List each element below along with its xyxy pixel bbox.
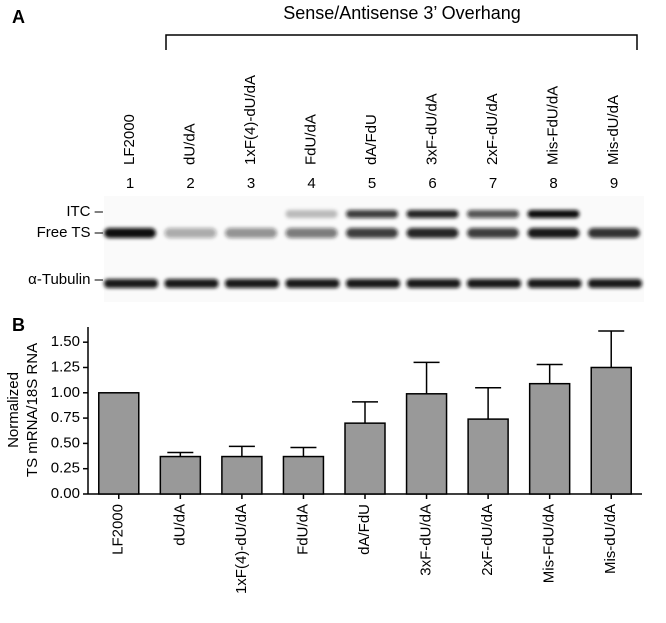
y-tick-label: 0.75 (51, 409, 80, 426)
bar (590, 366, 632, 495)
lane-label: 2xF-dU/dA (484, 93, 501, 165)
bar (282, 455, 325, 495)
free-ts-band (346, 228, 398, 238)
lane-label: Mis-FdU/dA (544, 86, 561, 165)
x-tick-label: 3xF-dU/dA (418, 504, 435, 576)
lane-label: dA/FdU (363, 114, 380, 165)
blot-bands (104, 210, 642, 288)
free-ts-band (164, 228, 217, 238)
lane-number: 3 (247, 175, 255, 192)
y-tick-label: 1.00 (51, 384, 80, 401)
free-ts-band (588, 228, 640, 238)
lane-label: Mis-dU/dA (605, 95, 622, 165)
lane-number: 6 (428, 175, 436, 192)
bracket (165, 34, 638, 50)
lane-label: LF2000 (121, 114, 138, 165)
free-ts-band (406, 228, 459, 238)
tubulin-band (225, 279, 279, 288)
lane-number: 4 (307, 175, 315, 192)
lane-number: 9 (610, 175, 618, 192)
free-ts-band (285, 228, 338, 238)
panel-label: A (12, 7, 25, 27)
bracket-title: Sense/Antisense 3’ Overhang (283, 3, 520, 23)
bar (159, 455, 202, 495)
bar (467, 418, 509, 495)
itc-band (467, 210, 519, 218)
x-tick-label: 1xF(4)-dU/dA (233, 504, 250, 594)
lane-number: 2 (186, 175, 194, 192)
x-tick-label: 2xF-dU/dA (479, 504, 496, 576)
lane-label: FdU/dA (302, 114, 319, 165)
y-tick-label: 1.50 (51, 333, 80, 350)
tubulin-band (346, 279, 400, 288)
lane-label: 1xF(4)-dU/dA (242, 75, 259, 165)
bar (98, 392, 140, 495)
y-tick-label: 0.25 (51, 460, 80, 477)
tubulin-band (406, 279, 461, 288)
x-tick-label: dU/dA (171, 504, 188, 546)
x-tick-label: dA/FdU (356, 504, 373, 555)
lane-number: 5 (368, 175, 376, 192)
free-ts-band (527, 228, 580, 238)
y-axis-label: TS mRNA/18S RNA (24, 343, 41, 477)
tubulin-band (527, 279, 582, 288)
band-label: ITC – (66, 203, 103, 220)
tubulin-band (467, 279, 521, 288)
itc-band (406, 210, 459, 218)
y-axis-label: Normalized (5, 372, 22, 448)
bar (528, 382, 571, 495)
lane-label: 3xF-dU/dA (423, 93, 440, 165)
lane-number: 8 (549, 175, 557, 192)
free-ts-band (104, 228, 156, 238)
bar (344, 422, 386, 495)
tubulin-band (285, 279, 340, 288)
tubulin-band (104, 279, 158, 288)
panel-label: B (12, 315, 25, 335)
tubulin-band (588, 279, 642, 288)
itc-band (527, 210, 580, 218)
x-tick-label: Mis-FdU/dA (541, 504, 558, 583)
lane-number: 7 (489, 175, 497, 192)
lane-label: dU/dA (181, 123, 198, 165)
band-label: Free TS – (37, 224, 104, 241)
x-tick-label: LF2000 (110, 504, 127, 555)
free-ts-band (225, 228, 277, 238)
x-tick-label: FdU/dA (294, 504, 311, 555)
itc-band (346, 210, 398, 218)
tubulin-band (164, 279, 219, 288)
band-label: α-Tubulin – (28, 271, 103, 288)
y-tick-label: 1.25 (51, 358, 80, 375)
itc-band (285, 210, 338, 218)
free-ts-band (467, 228, 519, 238)
bar (405, 393, 448, 495)
x-tick-label: Mis-dU/dA (602, 504, 619, 574)
y-tick-label: 0.50 (51, 434, 80, 451)
lane-number: 1 (126, 175, 134, 192)
y-tick-label: 0.00 (51, 485, 80, 502)
bar (221, 455, 263, 495)
